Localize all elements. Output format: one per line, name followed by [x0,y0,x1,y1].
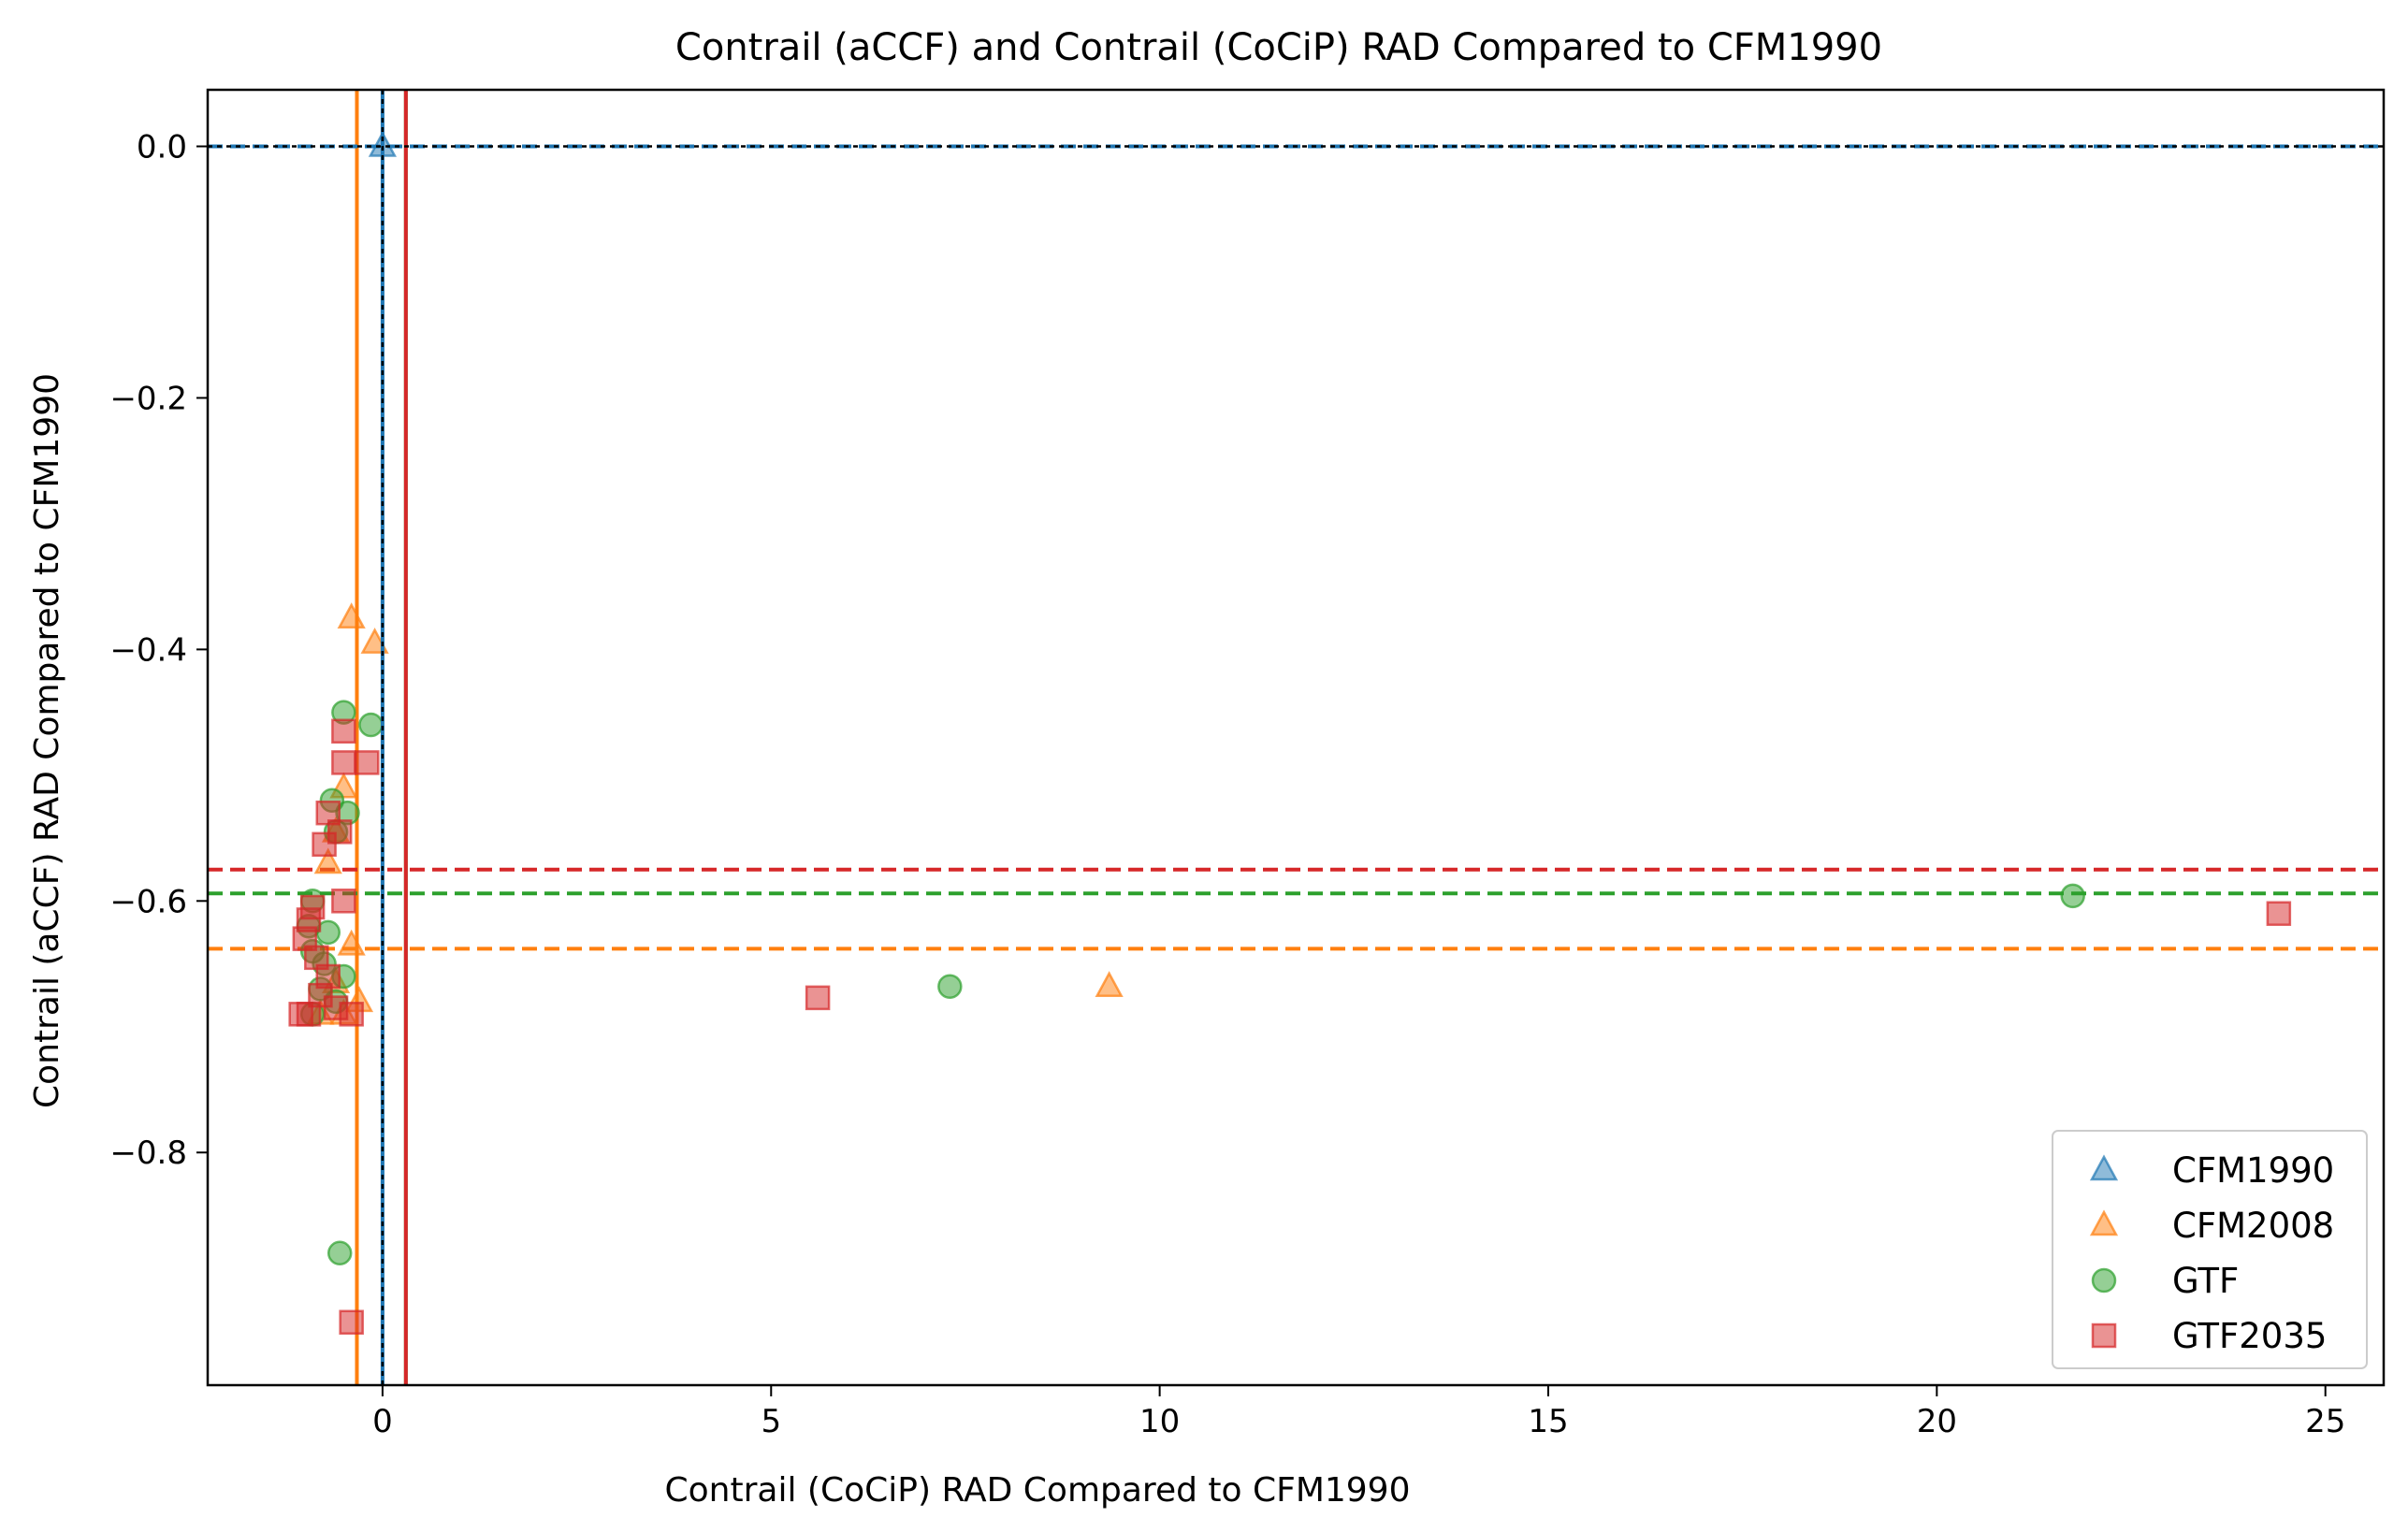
y-tick-label: −0.4 [109,631,187,669]
point-gtf2035 [805,985,831,1011]
point-gtf2035 [326,819,353,845]
point-cfm2008 [1095,971,1124,997]
point-gtf2035 [339,1309,364,1336]
point-cfm2008 [337,929,366,956]
point-gtf2035 [331,718,356,744]
y-axis-ticks: 0.0 −0.2 −0.4 −0.6 −0.8 [109,129,208,1172]
legend: CFM1990 CFM2008 GTF GTF2035 [2052,1130,2368,1369]
legend-box [2052,1130,2368,1369]
x-tick-label: 15 [1528,1403,1568,1440]
legend-label: CFM1990 [2172,1150,2334,1191]
x-tick-label: 5 [761,1403,781,1440]
legend-label: GTF [2172,1261,2239,1301]
x-tick-label: 10 [1139,1403,1180,1440]
legend-marker-gtf2035 [2091,1322,2117,1349]
point-gtf2035 [331,750,356,775]
chart-title: Contrail (aCCF) and Contrail (CoCiP) RAD… [675,26,1882,69]
y-tick-label: 0.0 [137,129,187,166]
legend-marker-cfm2008 [2089,1209,2119,1236]
y-tick-label: −0.8 [109,1135,187,1172]
point-gtf2035 [355,750,380,775]
mean-reference-lines [208,90,2384,1385]
legend-label: CFM2008 [2172,1206,2334,1246]
x-axis-ticks: 0 5 10 15 20 25 [372,1385,2345,1440]
point-cfm2008 [313,847,342,874]
plot-frame [206,88,2386,1387]
y-tick-label: −0.6 [109,883,187,920]
zero-reference-lines [208,90,2384,1385]
point-gtf [326,1240,353,1266]
legend-label: GTF2035 [2172,1316,2327,1356]
y-tick-label: −0.2 [109,380,187,417]
data-points [288,130,2292,1336]
point-gtf [2060,883,2085,909]
legend-marker-cfm1990 [2089,1154,2119,1181]
point-gtf [937,974,963,999]
y-axis-label: Contrail (aCCF) RAD Compared to CFM1990 [28,373,66,1108]
x-axis-label: Contrail (CoCiP) RAD Compared to CFM1990 [665,1471,1411,1510]
point-gtf2035 [288,1002,313,1027]
x-tick-label: 20 [1917,1403,1957,1440]
point-gtf2035 [339,1002,364,1027]
point-gtf2035 [2266,901,2292,927]
legend-marker-gtf [2091,1267,2117,1294]
point-gtf2035 [331,889,356,914]
point-cfm2008 [337,602,366,629]
x-tick-label: 25 [2305,1403,2345,1440]
x-tick-label: 0 [372,1403,393,1440]
point-gtf [358,712,384,738]
